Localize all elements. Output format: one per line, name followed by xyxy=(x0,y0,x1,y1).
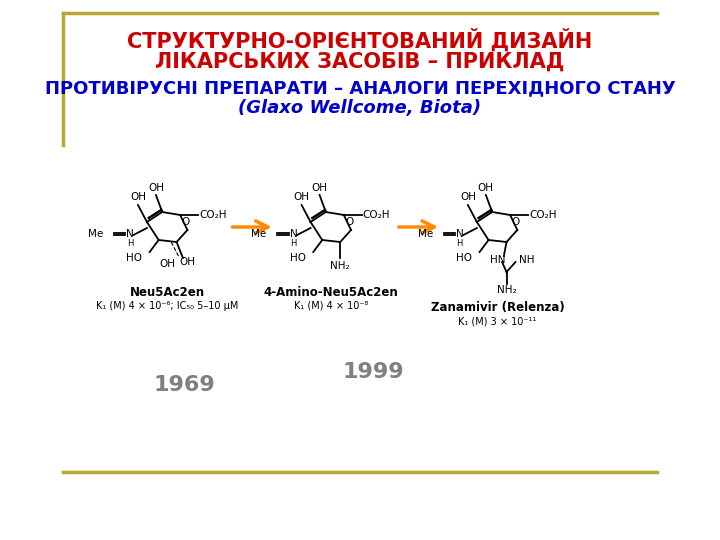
Text: K₁ (M) 4 × 10⁻⁶; IC₅₀ 5–10 μM: K₁ (M) 4 × 10⁻⁶; IC₅₀ 5–10 μM xyxy=(96,301,239,311)
Text: OH: OH xyxy=(179,257,195,267)
Text: HO: HO xyxy=(290,253,306,263)
Text: H: H xyxy=(127,239,133,247)
Text: K₁ (M) 3 × 10⁻¹¹: K₁ (M) 3 × 10⁻¹¹ xyxy=(459,317,536,327)
Text: ПРОТИВІРУСНІ ПРЕПАРАТИ – АНАЛОГИ ПЕРЕХІДНОГО СТАНУ: ПРОТИВІРУСНІ ПРЕПАРАТИ – АНАЛОГИ ПЕРЕХІД… xyxy=(45,79,675,97)
Text: OH: OH xyxy=(160,259,176,269)
Text: O: O xyxy=(345,217,354,227)
Text: ЛІКАРСЬКИХ ЗАСОБІВ – ПРИКЛАД: ЛІКАРСЬКИХ ЗАСОБІВ – ПРИКЛАД xyxy=(156,52,564,72)
Text: CO₂H: CO₂H xyxy=(199,210,227,220)
Text: N: N xyxy=(456,229,464,239)
Text: OH: OH xyxy=(130,192,146,202)
Text: Neu5Ac2en: Neu5Ac2en xyxy=(130,286,205,299)
Text: K₁ (M) 4 × 10⁻⁸: K₁ (M) 4 × 10⁻⁸ xyxy=(294,301,369,311)
Text: CO₂H: CO₂H xyxy=(529,210,557,220)
Text: NH₂: NH₂ xyxy=(330,261,350,271)
Text: NH: NH xyxy=(519,255,535,265)
Text: Zanamivir (Relenza): Zanamivir (Relenza) xyxy=(431,301,564,314)
Text: OH: OH xyxy=(148,183,164,193)
Text: 1999: 1999 xyxy=(343,362,405,382)
Text: OH: OH xyxy=(478,183,494,193)
Text: OH: OH xyxy=(460,192,476,202)
Text: 4-Amino-Neu5Ac2en: 4-Amino-Neu5Ac2en xyxy=(264,286,399,299)
Text: N: N xyxy=(289,229,297,239)
Text: O: O xyxy=(511,217,520,227)
Text: O: O xyxy=(181,217,190,227)
Text: HO: HO xyxy=(456,253,472,263)
Text: Me: Me xyxy=(88,229,103,239)
Text: NH₂: NH₂ xyxy=(497,285,516,295)
Text: СТРУКТУРНО-ОРІЄНТОВАНИЙ ДИЗАЙН: СТРУКТУРНО-ОРІЄНТОВАНИЙ ДИЗАЙН xyxy=(127,28,593,52)
Text: CO₂H: CO₂H xyxy=(363,210,390,220)
Text: Me: Me xyxy=(251,229,266,239)
Text: (Glaxo Wellcome, Biota): (Glaxo Wellcome, Biota) xyxy=(238,99,482,117)
Text: HO: HO xyxy=(127,253,143,263)
Text: 1969: 1969 xyxy=(154,375,215,395)
Text: N: N xyxy=(126,229,134,239)
Text: OH: OH xyxy=(294,192,310,202)
Text: HN: HN xyxy=(490,255,505,265)
Text: Me: Me xyxy=(418,229,433,239)
Text: H: H xyxy=(290,239,297,247)
Text: H: H xyxy=(456,239,463,247)
Text: OH: OH xyxy=(312,183,328,193)
